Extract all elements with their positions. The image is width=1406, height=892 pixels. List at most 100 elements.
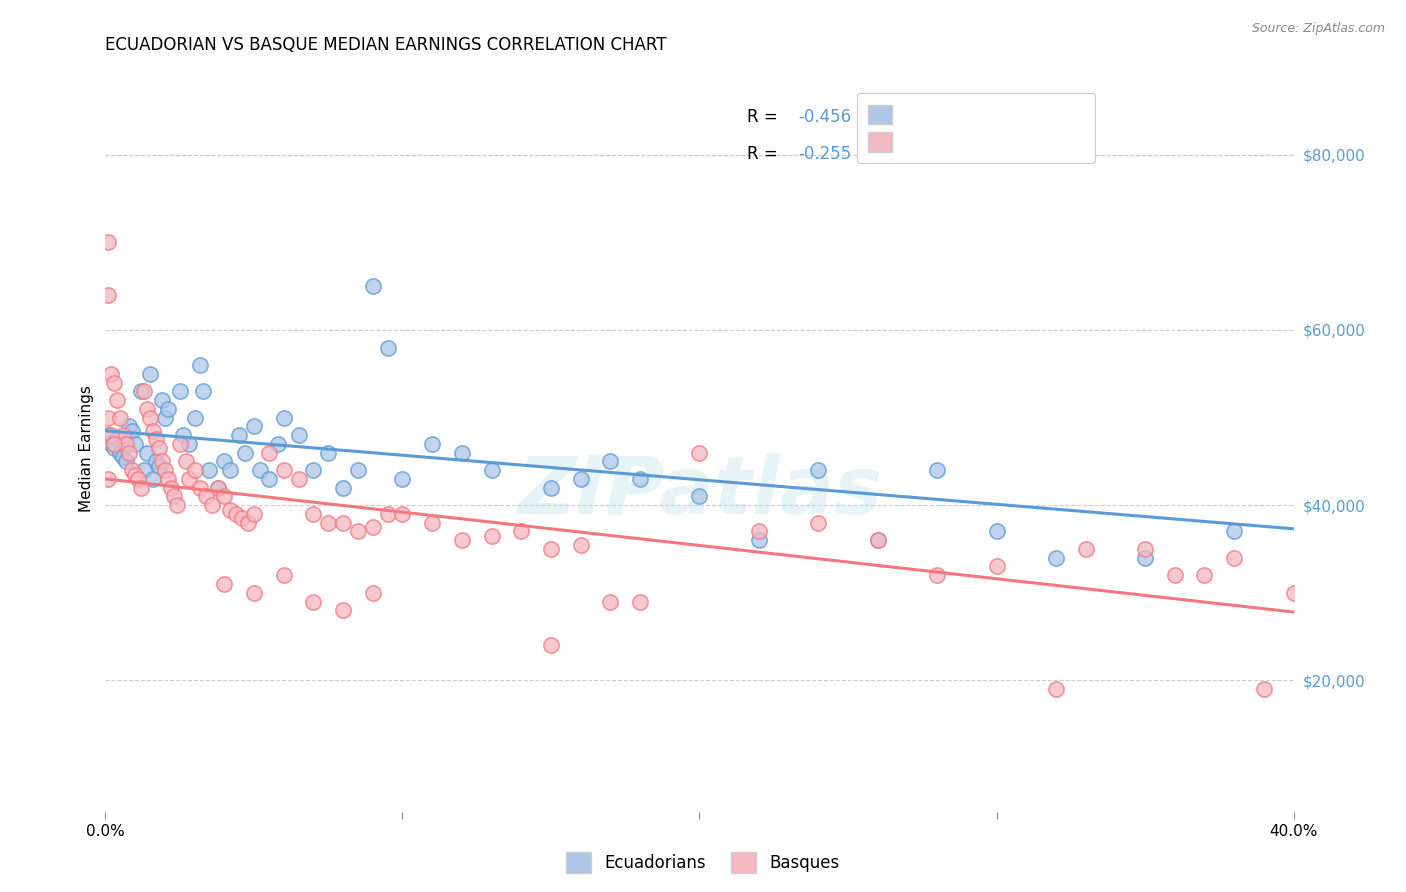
Point	[172, 428, 194, 442]
Point	[1074, 541, 1097, 556]
Point	[391, 472, 413, 486]
Point	[628, 472, 651, 486]
Point	[110, 410, 132, 425]
Point	[481, 463, 503, 477]
Text: ECUADORIAN VS BASQUE MEDIAN EARNINGS CORRELATION CHART: ECUADORIAN VS BASQUE MEDIAN EARNINGS COR…	[105, 36, 666, 54]
Point	[1133, 550, 1156, 565]
Point	[150, 392, 173, 407]
Point	[169, 384, 191, 399]
Point	[129, 481, 152, 495]
Point	[228, 428, 250, 442]
Text: R =: R =	[747, 145, 783, 163]
Point	[148, 442, 170, 456]
Point	[569, 538, 592, 552]
Point	[156, 401, 179, 416]
Point	[807, 463, 830, 477]
Point	[142, 424, 165, 438]
Point	[540, 638, 562, 652]
Point	[481, 529, 503, 543]
Point	[193, 384, 215, 399]
Point	[287, 472, 309, 486]
Point	[287, 428, 309, 442]
Point	[243, 586, 266, 600]
Point	[112, 450, 135, 464]
Point	[214, 490, 236, 504]
Point	[118, 419, 141, 434]
Point	[927, 463, 949, 477]
Point	[201, 498, 224, 512]
Point	[145, 433, 167, 447]
Point	[316, 445, 339, 459]
Text: ZIPatlas: ZIPatlas	[517, 453, 882, 531]
Point	[273, 568, 295, 582]
Point	[628, 594, 651, 608]
Point	[166, 498, 188, 512]
Point	[243, 507, 266, 521]
Y-axis label: Median Earnings: Median Earnings	[79, 384, 94, 512]
Point	[748, 524, 770, 539]
Point	[97, 410, 120, 425]
Point	[249, 463, 271, 477]
Point	[97, 235, 120, 250]
Point	[153, 463, 176, 477]
Point	[377, 507, 399, 521]
Point	[748, 533, 770, 548]
Point	[97, 472, 120, 486]
Point	[103, 442, 125, 456]
Text: -0.456: -0.456	[799, 109, 851, 127]
Point	[100, 428, 122, 442]
Point	[332, 516, 354, 530]
Point	[986, 559, 1008, 574]
Point	[219, 463, 242, 477]
Point	[195, 490, 218, 504]
Text: 61: 61	[917, 109, 938, 127]
Point	[136, 401, 159, 416]
Point	[163, 490, 186, 504]
Point	[110, 445, 132, 459]
Point	[540, 541, 562, 556]
Text: Source: ZipAtlas.com: Source: ZipAtlas.com	[1251, 22, 1385, 36]
Point	[1223, 550, 1246, 565]
Point	[689, 490, 711, 504]
Point	[450, 445, 472, 459]
Point	[112, 428, 135, 442]
Point	[115, 454, 138, 468]
Point	[391, 507, 413, 521]
Point	[136, 445, 159, 459]
Point	[361, 279, 384, 293]
Point	[866, 533, 889, 548]
Point	[347, 524, 370, 539]
Point	[132, 384, 155, 399]
Point	[142, 472, 165, 486]
Point	[1253, 682, 1275, 697]
Point	[183, 463, 205, 477]
Point	[100, 367, 122, 381]
Point	[145, 454, 167, 468]
Point	[267, 437, 290, 451]
Point	[332, 603, 354, 617]
Point	[124, 437, 146, 451]
Point	[139, 367, 162, 381]
Point	[569, 472, 592, 486]
Point	[420, 437, 443, 451]
Point	[257, 472, 280, 486]
Point	[231, 511, 253, 525]
Text: N =: N =	[866, 145, 903, 163]
Point	[105, 433, 128, 447]
Point	[225, 507, 247, 521]
Point	[148, 458, 170, 473]
Point	[599, 454, 621, 468]
Point	[273, 410, 295, 425]
Point	[214, 454, 236, 468]
Point	[927, 568, 949, 582]
Point	[316, 516, 339, 530]
Point	[243, 419, 266, 434]
Point	[183, 410, 205, 425]
Point	[103, 376, 125, 390]
Point	[156, 472, 179, 486]
Point	[207, 481, 229, 495]
Point	[115, 437, 138, 451]
Text: -0.255: -0.255	[799, 145, 852, 163]
Point	[689, 445, 711, 459]
Point	[198, 463, 221, 477]
